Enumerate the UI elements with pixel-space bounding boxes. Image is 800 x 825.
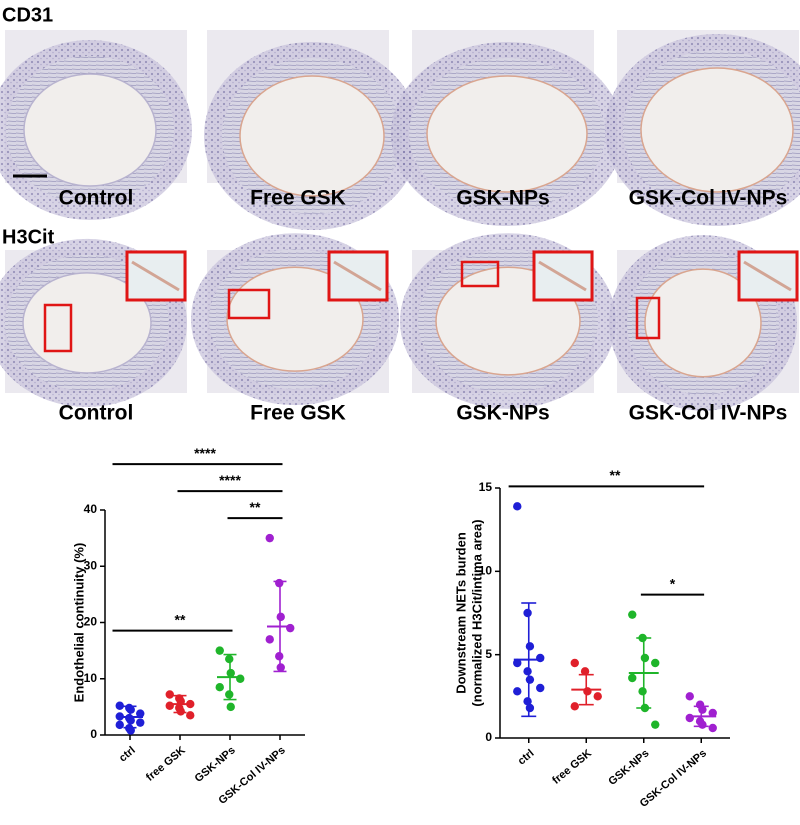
lumen xyxy=(644,268,762,378)
data-point xyxy=(638,687,647,696)
data-point xyxy=(165,690,174,699)
lumen xyxy=(239,75,385,197)
y-tick-label: 5 xyxy=(485,647,492,661)
data-point xyxy=(570,658,579,668)
image-panels: CD31 Control Free GSK GSK-NPs GSK-Col IV-NPs… xyxy=(0,4,800,425)
data-point xyxy=(226,702,235,712)
lumen xyxy=(640,67,794,193)
data-point xyxy=(708,723,717,733)
x-tick-label: free GSK xyxy=(144,744,188,783)
data-point xyxy=(513,658,522,668)
significance-label: **** xyxy=(219,472,241,488)
data-point xyxy=(698,720,707,729)
data-point xyxy=(265,533,274,543)
significance-label: * xyxy=(670,575,676,591)
inset-box xyxy=(460,260,500,288)
data-point xyxy=(265,635,274,644)
panel-caption: GSK-NPs xyxy=(456,402,549,425)
inset xyxy=(532,250,594,302)
panel-caption: Free GSK xyxy=(250,187,346,210)
data-point xyxy=(536,683,545,693)
data-point xyxy=(685,713,694,723)
inset-detail xyxy=(333,260,382,292)
y-tick-label: 30 xyxy=(84,558,98,572)
x-tick-label: GSK-NPs xyxy=(606,747,651,788)
data-point xyxy=(513,502,522,511)
inset-detail xyxy=(538,260,587,292)
data-point xyxy=(525,703,535,713)
panel-marker: CD31 xyxy=(2,4,53,26)
data-point xyxy=(215,682,224,692)
inset-box xyxy=(635,296,661,340)
data-point xyxy=(628,673,637,683)
y-axis-label: Downstream NETs burden xyxy=(453,532,468,694)
data-point xyxy=(523,697,532,706)
inset xyxy=(125,250,187,302)
y-tick-label: 40 xyxy=(84,502,98,516)
panel-caption: GSK-Col IV-NPs xyxy=(629,402,788,425)
x-tick-label: free GSK xyxy=(550,747,594,786)
lumen xyxy=(426,75,588,193)
significance-label: **** xyxy=(194,445,216,461)
y-axis-label: Endothelial continuity (%) xyxy=(71,543,86,703)
data-point xyxy=(536,653,545,663)
inset-box xyxy=(227,288,271,320)
y-tick-label: 10 xyxy=(84,671,98,685)
data-point xyxy=(115,720,124,730)
panel-caption: GSK-Col IV-NPs xyxy=(629,187,788,210)
significance-label: ** xyxy=(610,467,621,483)
data-point xyxy=(136,718,145,727)
inset-detail xyxy=(131,260,180,292)
significance-label: ** xyxy=(250,499,261,515)
data-point xyxy=(115,701,124,710)
data-point xyxy=(513,687,522,696)
data-point xyxy=(640,653,650,663)
inset-detail xyxy=(743,260,792,292)
panel-caption: Free GSK xyxy=(250,402,346,425)
x-tick-label: GSK-NPs xyxy=(193,744,238,785)
lumen xyxy=(23,73,157,187)
data-point xyxy=(525,642,535,651)
inset-box xyxy=(43,303,73,353)
y-axis-label: (normalized H3Cit/intima area) xyxy=(469,519,484,706)
data-point xyxy=(523,608,532,618)
data-point xyxy=(525,675,535,684)
panel-caption: Control xyxy=(59,402,134,425)
data-point xyxy=(236,674,245,683)
x-tick-label: ctrl xyxy=(516,747,537,767)
data-point xyxy=(651,658,660,668)
y-tick-label: 15 xyxy=(479,480,493,494)
y-tick-label: 0 xyxy=(90,727,97,741)
x-tick-label: ctrl xyxy=(117,744,138,764)
data-point xyxy=(685,692,694,701)
data-point xyxy=(593,692,602,701)
data-point xyxy=(215,646,224,655)
data-point xyxy=(628,610,637,619)
panel-caption: Control xyxy=(59,187,134,210)
significance-label: ** xyxy=(175,611,186,627)
data-point xyxy=(523,667,532,676)
data-point xyxy=(583,687,592,696)
data-point xyxy=(708,708,717,718)
y-tick-label: 0 xyxy=(485,730,492,744)
data-point xyxy=(186,711,195,720)
y-tick-label: 20 xyxy=(84,615,98,629)
panel-marker: H3Cit xyxy=(2,226,55,248)
data-point xyxy=(286,623,295,633)
data-point xyxy=(651,720,660,729)
panel-caption: GSK-NPs xyxy=(456,187,549,210)
data-point xyxy=(698,705,707,714)
data-point xyxy=(570,702,579,711)
data-point xyxy=(580,667,590,676)
data-point xyxy=(165,701,174,710)
data-point xyxy=(136,709,145,718)
lumen xyxy=(22,272,152,374)
y-tick-label: 10 xyxy=(479,564,493,578)
